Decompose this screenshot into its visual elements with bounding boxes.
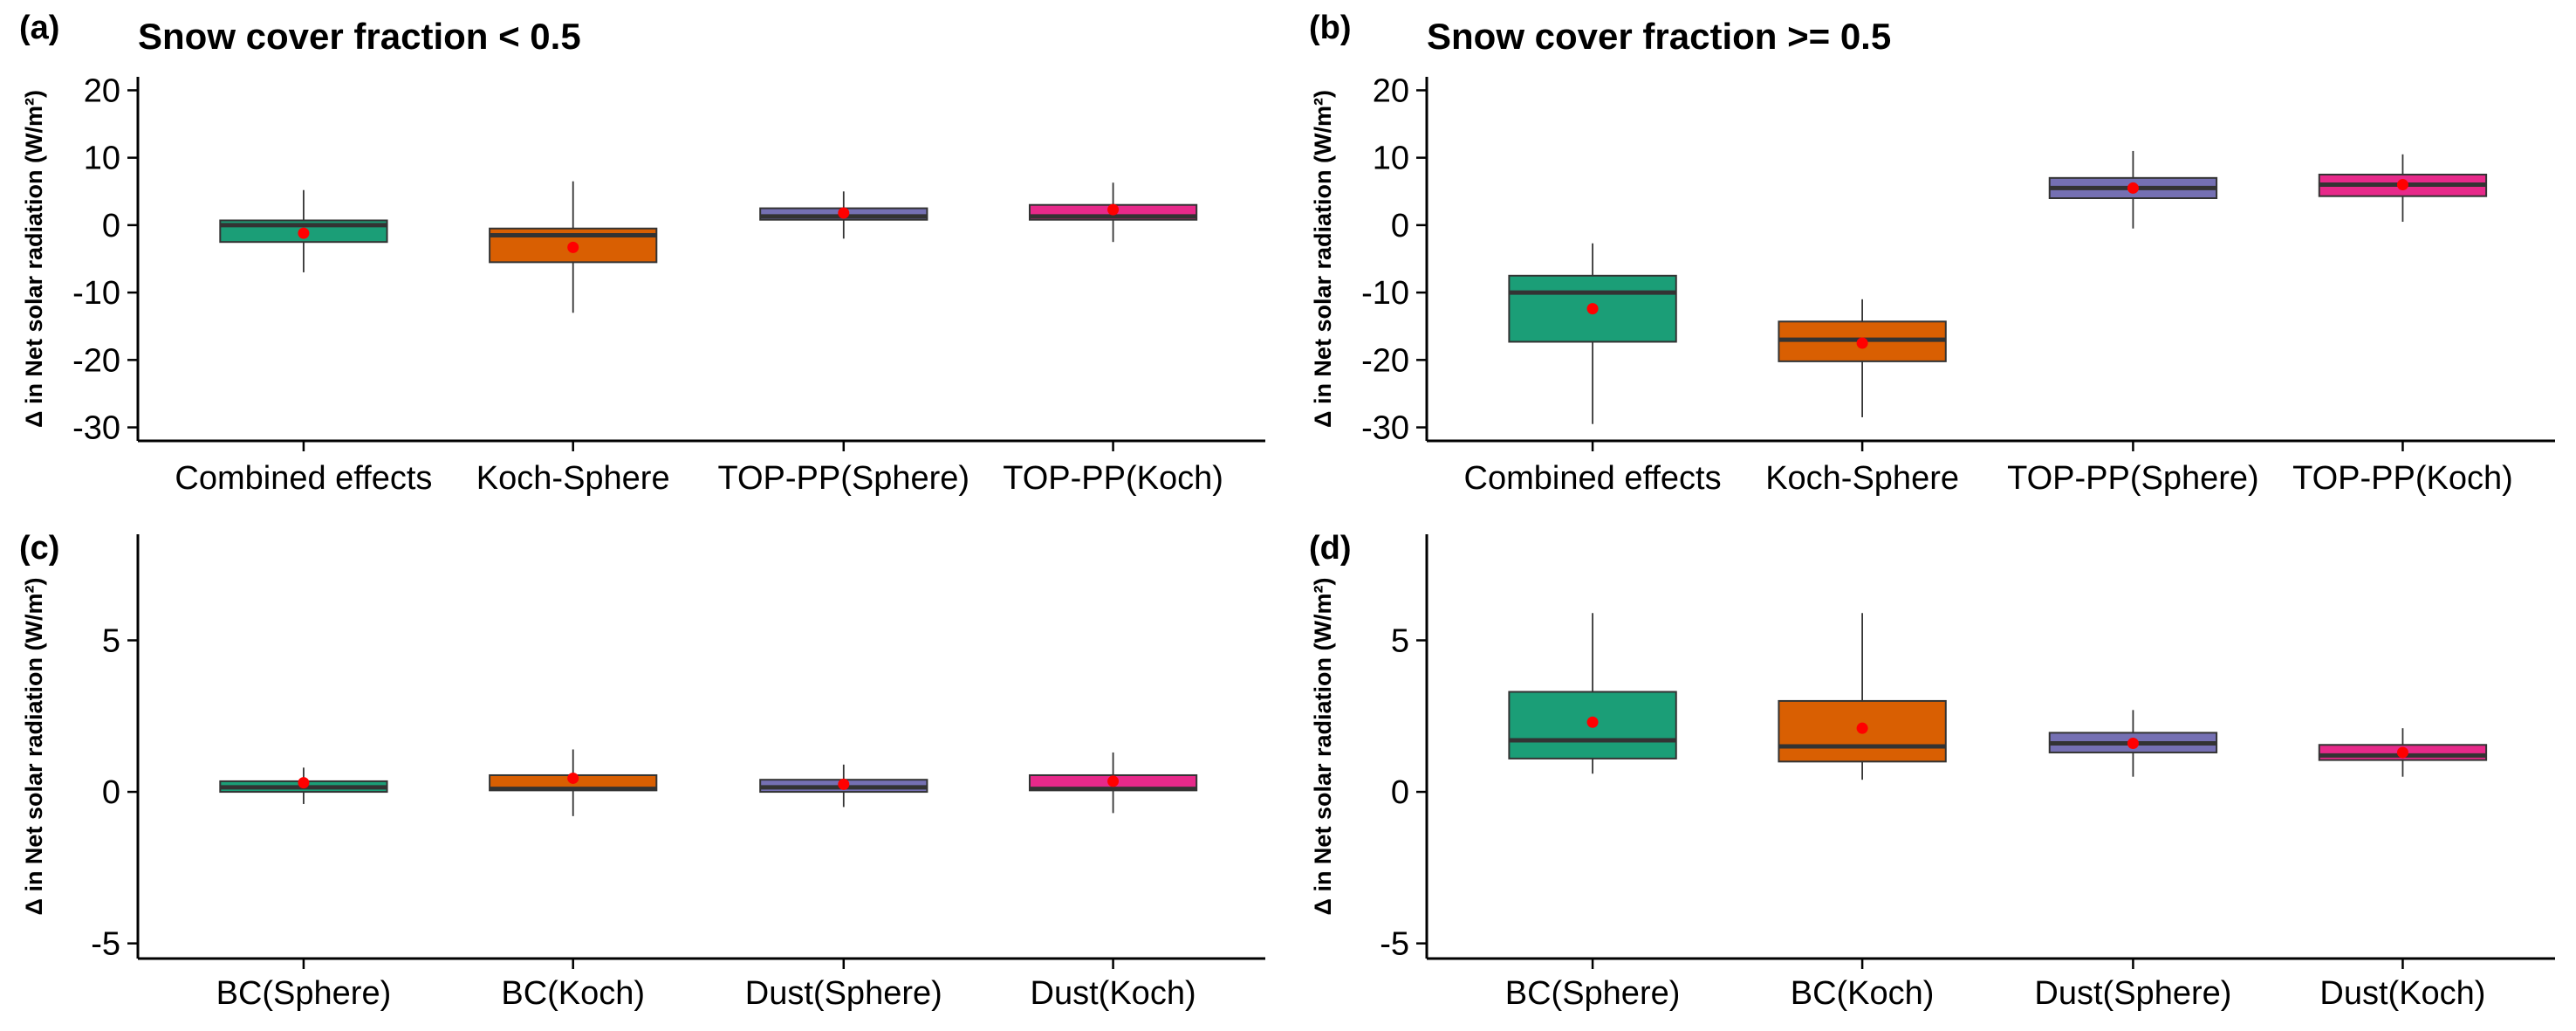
panel-b-y-axis-label: Δ in Net solar radiation (W/m²) [1310,90,1336,428]
panel-b-mean-point [2127,182,2139,194]
panel-d-y-axis-label: Δ in Net solar radiation (W/m²) [1310,578,1336,916]
panel-a-mean-point [298,227,310,239]
panel-c-mean-point [838,778,850,790]
panel-d-y-tick-label: -5 [1380,926,1409,963]
panel-a-letter: (a) [19,10,59,46]
panel-c-y-tick-label: 5 [102,623,120,660]
panel-d-mean-point [1586,716,1599,728]
panel-b-x-tick-label: TOP-PP(Koch) [2292,460,2513,497]
panel-a-y-tick-label: -30 [72,410,120,447]
panel-c-x-tick-label: BC(Koch) [501,975,645,1012]
panel-b-title: Snow cover fraction >= 0.5 [1427,16,1891,57]
panel-a-x-tick-label: Koch-Sphere [476,460,670,497]
panel-b-x-tick-label: Combined effects [1464,460,1722,497]
panel-d-mean-point [2127,738,2139,750]
panel-c-y-axis-label: Δ in Net solar radiation (W/m²) [21,578,47,916]
panel-a-x-tick-label: TOP-PP(Koch) [1003,460,1223,497]
panel-d-x-tick-label: BC(Sphere) [1505,975,1681,1012]
panel-c-x-tick-label: BC(Sphere) [216,975,392,1012]
panel-b-mean-point [1856,337,1868,349]
panel-d-y-tick-label: 0 [1391,774,1409,811]
panel-b-x-tick-label: TOP-PP(Sphere) [2007,460,2259,497]
panel-c-x-tick-label: Dust(Sphere) [745,975,942,1012]
panel-a-y-tick-label: 20 [84,72,120,109]
panel-a-y-tick-label: 10 [84,141,120,177]
panel-a-y-tick-label: -20 [72,342,120,379]
panel-d-x-tick-label: Dust(Koch) [2319,975,2485,1012]
panel-d-mean-point [2396,746,2408,759]
panel-a-y-axis-label: Δ in Net solar radiation (W/m²) [21,90,47,428]
panel-b-mean-point [1586,303,1599,315]
panel-a-x-tick-label: Combined effects [175,460,432,497]
panel-b-y-tick-label: 20 [1373,72,1409,109]
panel-c-letter: (c) [19,530,59,567]
panel-a-mean-point [1107,203,1120,216]
panel-b-mean-point [2396,179,2408,191]
panel-a-y-tick-label: 0 [102,208,120,244]
panel-a-x-tick-label: TOP-PP(Sphere) [717,460,969,497]
panel-d-letter: (d) [1309,530,1352,567]
panel-b-x-tick-label: Koch-Sphere [1765,460,1959,497]
panel-c-mean-point [1107,775,1120,787]
panel-d-x-tick-label: BC(Koch) [1791,975,1935,1012]
panel-a-y-tick-label: -10 [72,275,120,312]
panel-c-y-tick-label: -5 [91,926,120,963]
panel-d-mean-point [1856,722,1868,734]
panel-b-y-tick-label: 10 [1373,141,1409,177]
panel-c-x-tick-label: Dust(Koch) [1031,975,1196,1012]
panel-a-mean-point [567,241,579,253]
panel-c-mean-point [298,777,310,789]
panel-d-y-tick-label: 5 [1391,623,1409,660]
panel-b-y-tick-label: -30 [1361,410,1409,447]
panel-a-title: Snow cover fraction < 0.5 [138,16,581,57]
panel-b-y-tick-label: 0 [1391,208,1409,244]
panel-b-letter: (b) [1309,10,1352,46]
panel-b-y-tick-label: -20 [1361,342,1409,379]
panel-d-x-tick-label: Dust(Sphere) [2034,975,2231,1012]
panel-a-mean-point [838,207,850,219]
panel-c-y-tick-label: 0 [102,774,120,811]
panel-c-mean-point [567,772,579,784]
panel-b-y-tick-label: -10 [1361,275,1409,312]
